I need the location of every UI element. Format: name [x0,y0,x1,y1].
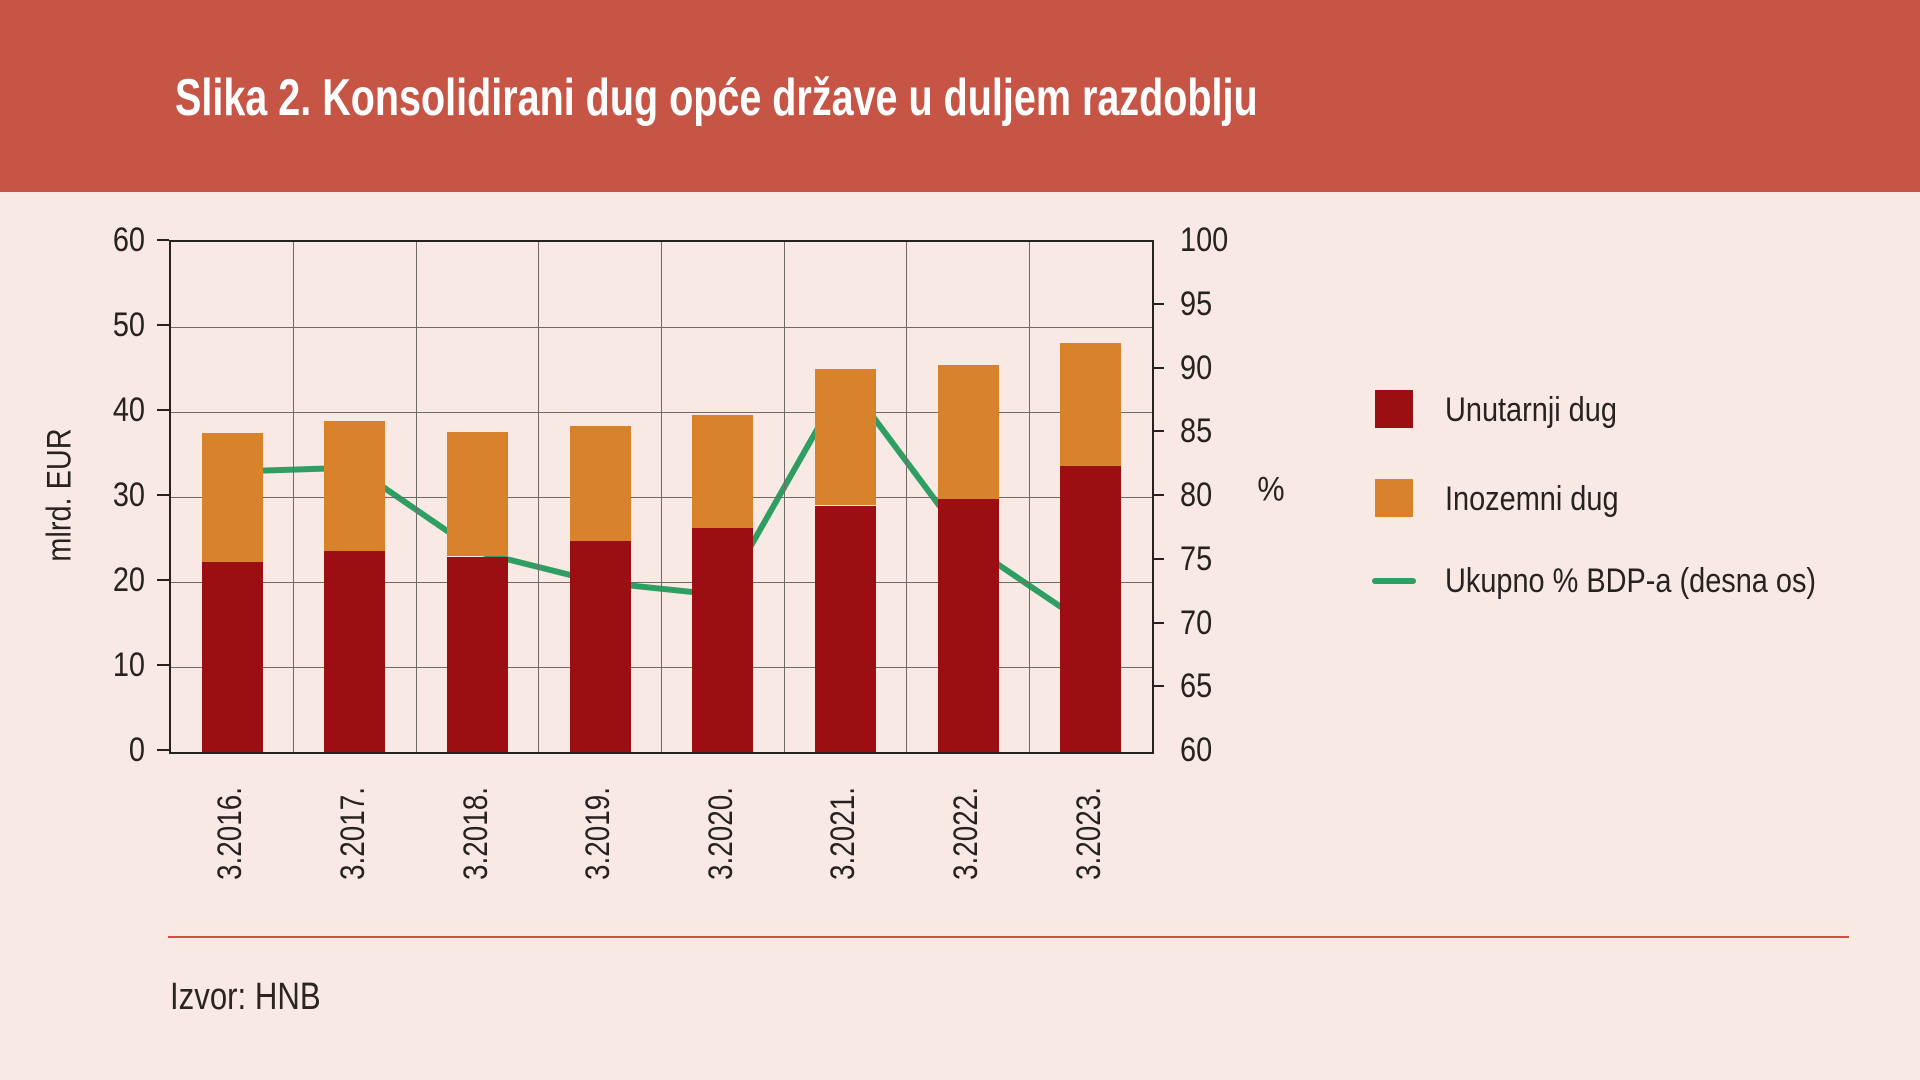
x-tick-label: 3.2021. [824,786,863,880]
right-tick-label: 90 [1180,348,1213,387]
source-note: Izvor: HNB [170,976,321,1018]
right-axis-unit-label: % [1257,470,1285,509]
right-tick-label: 65 [1180,667,1213,706]
right-tick-mark [1152,302,1164,305]
bar-segment-inozemni-dug [937,365,999,499]
bar-segment-inozemni-dug [324,420,386,551]
x-tick-label: 3.2017. [333,786,372,880]
legend-swatch-unutarnji-dug [1375,390,1413,428]
right-tick-label: 70 [1180,603,1213,642]
left-axis-unit-label: mlrd. EUR [40,428,79,562]
right-tick-mark [1152,494,1164,496]
right-tick-label: 95 [1180,284,1213,323]
right-tick-mark [1152,366,1164,369]
right-tick-label: 80 [1180,476,1213,514]
v-gridline [906,242,908,752]
left-tick-mark [157,749,169,751]
x-tick-label: 3.2020. [701,786,740,880]
x-tick-label: 3.2023. [1069,786,1108,880]
left-tick-mark [157,579,169,581]
left-tick-mark [157,239,169,241]
right-tick-mark [1152,621,1164,624]
bar-segment-inozemni-dug [1060,343,1122,467]
bar-segment-unutarnji-dug [447,556,509,752]
x-tick-label: 3.2019. [579,786,618,880]
legend-swatch-inozemni-dug [1375,479,1413,517]
right-tick-label: 100 [1180,221,1229,259]
legend-label-gdp-line: Ukupno % BDP-a (desna os) [1445,562,1817,600]
figure-title: Slika 2. Konsolidirani dug opće države u… [175,69,1258,127]
bar-segment-unutarnji-dug [692,528,754,752]
right-tick-mark [1152,430,1164,433]
v-gridline [661,242,662,752]
right-tick-mark [1152,685,1164,688]
v-gridline [783,242,785,752]
bar-segment-inozemni-dug [447,432,509,557]
v-gridline [293,242,295,752]
bar-segment-inozemni-dug [692,415,754,529]
bar-segment-unutarnji-dug [1060,466,1122,752]
bar-segment-unutarnji-dug [937,498,999,752]
x-tick-label: 3.2016. [211,786,250,880]
bar-segment-inozemni-dug [569,426,631,542]
left-tick-label: 50 [112,306,145,344]
legend-label-inozemni-dug: Inozemni dug [1445,480,1619,518]
left-tick-mark [157,664,169,666]
bar-segment-unutarnji-dug [569,541,631,752]
v-gridline [415,242,417,752]
right-tick-mark [1152,557,1164,560]
left-tick-label: 20 [112,561,145,599]
right-tick-label: 60 [1180,731,1213,769]
left-tick-label: 10 [112,646,145,684]
legend-label-unutarnji-dug: Unutarnji dug [1445,391,1617,429]
left-tick-label: 60 [112,221,145,259]
left-tick-mark [157,324,169,326]
right-tick-label: 85 [1180,412,1213,451]
left-tick-label: 30 [112,476,145,514]
left-tick-label: 0 [128,731,145,769]
bar-segment-inozemni-dug [814,368,876,506]
bar-segment-unutarnji-dug [814,505,876,752]
bar-segment-unutarnji-dug [201,562,263,752]
bar-segment-unutarnji-dug [324,550,386,752]
left-tick-label: 40 [112,391,145,429]
left-tick-mark [157,494,169,496]
header-band: Slika 2. Konsolidirani dug opće države u… [0,0,1920,192]
left-tick-mark [157,409,169,411]
right-tick-label: 75 [1180,539,1213,578]
bar-segment-inozemni-dug [201,433,263,563]
plot-area [169,240,1154,754]
x-tick-label: 3.2022. [947,786,986,880]
v-gridline [538,242,540,752]
footer-divider [168,936,1849,938]
x-tick-label: 3.2018. [456,786,495,880]
legend-line-swatch-gdp [1372,578,1416,584]
v-gridline [1028,242,1030,752]
